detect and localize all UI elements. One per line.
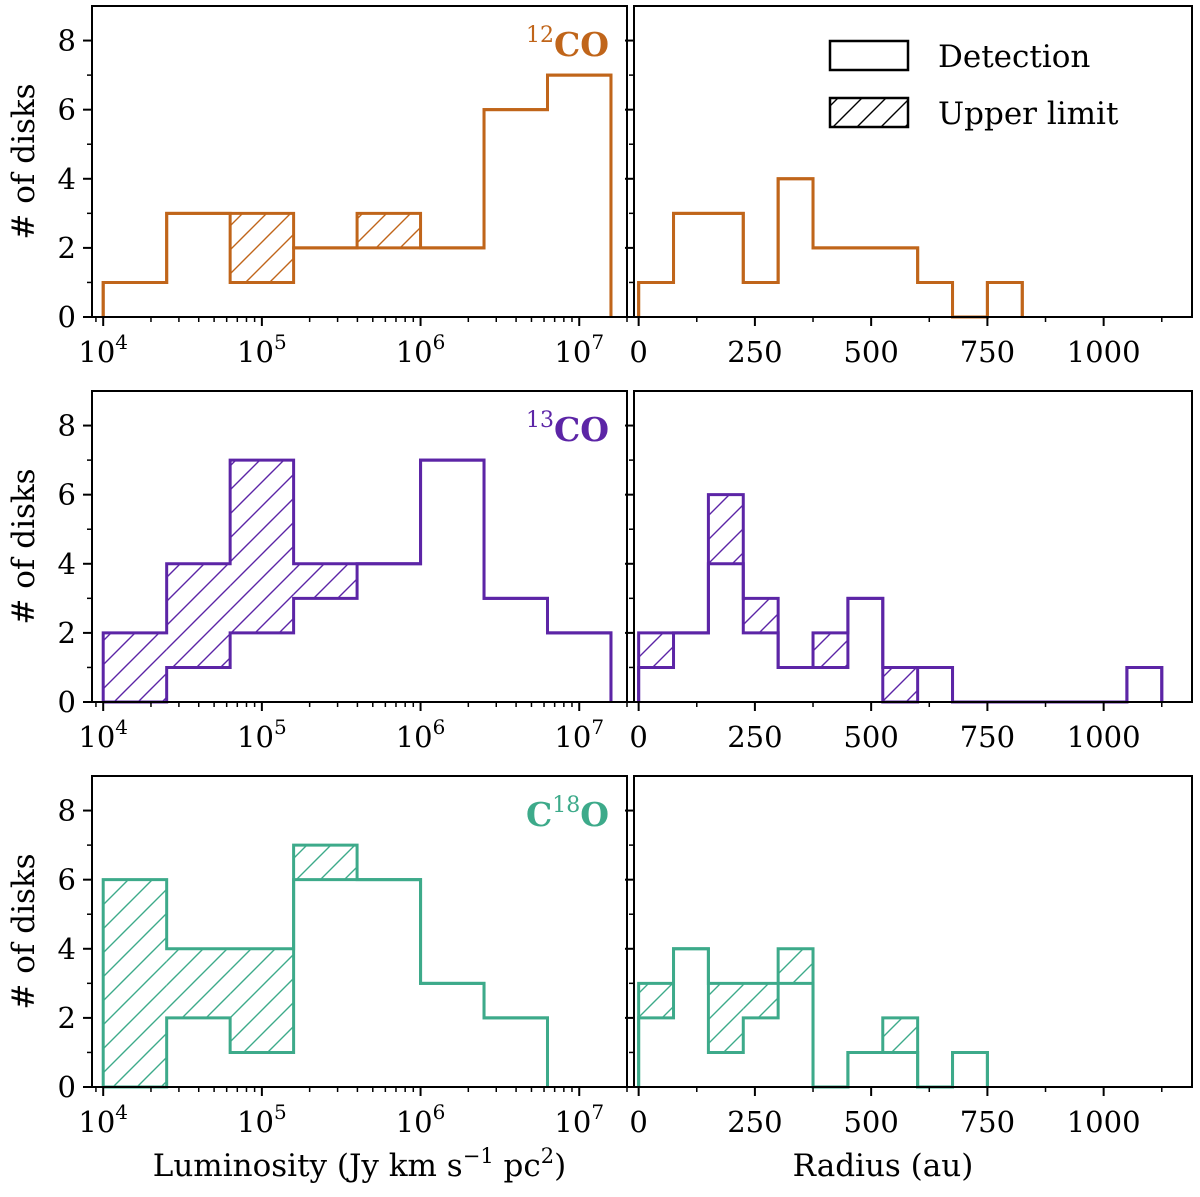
- upper-limit-bar: [230, 948, 294, 1053]
- legend-detection-swatch: [828, 39, 910, 72]
- axes-frame: [633, 775, 1193, 1088]
- x-tick-label: 105: [237, 715, 287, 754]
- y-tick-label: 0: [58, 1070, 76, 1104]
- x-tick-label: 250: [727, 1105, 782, 1139]
- x-tick-label: 0: [629, 1105, 647, 1139]
- detection-outline: [101, 73, 613, 317]
- upper-limit-bar: [743, 598, 779, 633]
- x-tick-label: 107: [554, 330, 604, 369]
- x-tick-label: 500: [843, 335, 898, 369]
- detection-outline: [103, 878, 549, 1089]
- x-tick-label: 750: [960, 720, 1015, 754]
- y-tick-label: 8: [58, 794, 76, 828]
- x-tick-label: 105: [237, 1100, 287, 1139]
- y-tick-label: 6: [58, 478, 76, 512]
- y-tick-label: 0: [58, 300, 76, 334]
- panel-13CO-radius: 0 250 500 750 1000: [625, 390, 1193, 754]
- x-tick-label: 750: [960, 335, 1015, 369]
- species-title: 12CO: [526, 23, 609, 64]
- upper-limit-bar: [293, 845, 358, 880]
- x-tick-label: 104: [78, 715, 128, 754]
- y-tick-label: 2: [58, 231, 76, 265]
- y-tick-label: 6: [58, 93, 76, 127]
- legend: Detection Upper limit: [828, 39, 1119, 132]
- x-tick-label: 500: [843, 720, 898, 754]
- x-tick-label: 250: [727, 720, 782, 754]
- upper-limit-bar: [882, 1017, 918, 1053]
- upper-limit-bar: [882, 667, 918, 702]
- y-axis-label: # of disks: [6, 83, 42, 239]
- panel-C18O-luminosity: 0 2 4 6 8 104 105 106 107 C18O: [58, 775, 628, 1139]
- upper-limit-bar: [708, 494, 744, 564]
- figure-labels: # of disks # of disks # of disks Luminosity…: [6, 39, 1119, 1184]
- upper-limit-outline: [101, 73, 613, 317]
- x-tick-label: 104: [78, 330, 128, 369]
- x-tick-label: 106: [396, 330, 446, 369]
- upper-limit-bar: [638, 983, 674, 1018]
- panels: 0 2 4 6 8 104 105 106 107 12CO 0 250 500 750 1000 0 2 4 6 8…: [58, 5, 1193, 1139]
- x-axis-label-luminosity: Luminosity (Jy km s−1 pc2): [153, 1144, 567, 1184]
- x-tick-label: 750: [960, 1105, 1015, 1139]
- y-tick-label: 6: [58, 863, 76, 897]
- upper-limit-bar: [230, 460, 294, 633]
- y-tick-label: 2: [58, 616, 76, 650]
- x-tick-label: 107: [554, 715, 604, 754]
- legend-upper-limit-swatch: [828, 96, 910, 129]
- panel-13CO-luminosity: 0 2 4 6 8 104 105 106 107 13CO: [58, 390, 628, 754]
- axes-frame: [91, 775, 628, 1088]
- upper-limit-bar: [166, 948, 231, 1018]
- y-axis-label: # of disks: [6, 468, 42, 624]
- x-tick-label: 0: [629, 720, 647, 754]
- upper-limit-bar: [166, 563, 231, 668]
- upper-limit-bar: [638, 632, 674, 668]
- detection-outline: [103, 458, 613, 704]
- axes-frame: [633, 5, 1193, 318]
- upper-limit-bar: [743, 983, 779, 1018]
- upper-limit-bar: [778, 948, 814, 984]
- x-tick-label: 1000: [1067, 335, 1141, 369]
- x-tick-label: 0: [629, 335, 647, 369]
- x-tick-label: 1000: [1067, 720, 1141, 754]
- species-title: 13CO: [526, 408, 609, 449]
- x-tick-label: 104: [78, 1100, 128, 1139]
- upper-limit-bar: [357, 213, 421, 248]
- y-tick-label: 8: [58, 24, 76, 58]
- upper-limit-bar: [103, 632, 167, 702]
- panel-C18O-radius: 0 250 500 750 1000: [625, 775, 1193, 1139]
- upper-limit-bar: [293, 563, 358, 599]
- upper-limit-bar: [230, 213, 294, 283]
- x-axis-label-radius: Radius (au): [793, 1148, 974, 1184]
- x-tick-label: 500: [843, 1105, 898, 1139]
- upper-limit-bar: [708, 983, 744, 1053]
- axes-frame: [91, 390, 628, 703]
- legend-detection-label: Detection: [938, 39, 1090, 75]
- axes-frame: [633, 390, 1193, 703]
- upper-limit-bar: [103, 879, 167, 1087]
- y-axis-label: # of disks: [6, 853, 42, 1009]
- x-tick-label: 1000: [1067, 1105, 1141, 1139]
- x-tick-label: 105: [237, 330, 287, 369]
- y-tick-label: 8: [58, 409, 76, 443]
- upper-limit-bar: [813, 632, 848, 668]
- y-tick-label: 4: [58, 932, 76, 966]
- y-tick-label: 4: [58, 162, 76, 196]
- y-tick-label: 2: [58, 1001, 76, 1035]
- x-tick-label: 106: [396, 1100, 446, 1139]
- detection-outline: [637, 177, 1024, 319]
- x-tick-label: 107: [554, 1100, 604, 1139]
- panel-12CO-luminosity: 0 2 4 6 8 104 105 106 107 12CO: [58, 5, 628, 369]
- axes-frame: [91, 5, 628, 318]
- species-title: C18O: [526, 793, 609, 834]
- y-tick-label: 0: [58, 685, 76, 719]
- x-tick-label: 250: [727, 335, 782, 369]
- y-tick-label: 4: [58, 547, 76, 581]
- legend-upper-limit-label: Upper limit: [938, 96, 1119, 132]
- panel-12CO-radius: 0 250 500 750 1000: [625, 5, 1193, 369]
- x-tick-label: 106: [396, 715, 446, 754]
